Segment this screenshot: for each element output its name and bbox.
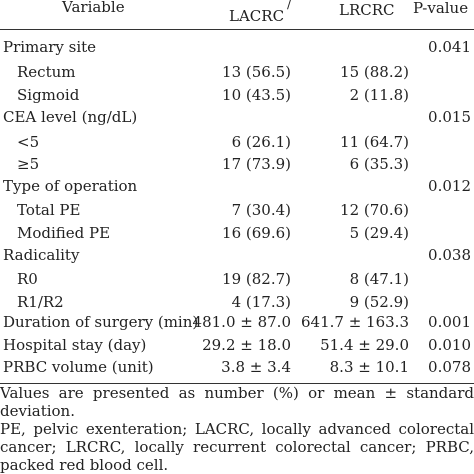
cell-lacrc: 4 (17.3) bbox=[231, 293, 291, 311]
header-group1-mark: / bbox=[287, 0, 292, 12]
cell-pvalue: 0.010 bbox=[428, 336, 471, 354]
cell-lrcrc: 2 (11.8) bbox=[349, 86, 409, 104]
cell-pvalue: 0.078 bbox=[428, 358, 471, 376]
row-label: Duration of surgery (min) bbox=[3, 313, 199, 331]
cell-lacrc: 19 (82.7) bbox=[222, 270, 291, 288]
cell-pvalue: 0.041 bbox=[428, 38, 471, 56]
row-label: Modified PE bbox=[17, 224, 111, 242]
cell-lacrc: 13 (56.5) bbox=[222, 63, 291, 81]
cell-lacrc: 17 (73.9) bbox=[222, 155, 291, 173]
cell-lacrc: 29.2 ± 18.0 bbox=[202, 336, 291, 354]
header-group2: LRCRC bbox=[339, 1, 395, 19]
bottom-rule bbox=[0, 383, 474, 384]
header-variable: Variable bbox=[62, 0, 125, 16]
row-label: ≥5 bbox=[17, 155, 40, 173]
cell-lrcrc: 5 (29.4) bbox=[349, 224, 409, 242]
row-label: Radicality bbox=[3, 246, 80, 264]
cell-lrcrc: 12 (70.6) bbox=[340, 201, 409, 219]
row-label: Sigmoid bbox=[17, 86, 80, 104]
cell-lrcrc: 9 (52.9) bbox=[349, 293, 409, 311]
table-note-abbreviations: PE, pelvic exenteration; LACRC, locally … bbox=[0, 420, 474, 474]
cell-lrcrc: 51.4 ± 29.0 bbox=[320, 336, 409, 354]
cell-pvalue: 0.001 bbox=[428, 313, 471, 331]
cell-lacrc: 6 (26.1) bbox=[231, 133, 291, 151]
row-label: Total PE bbox=[17, 201, 81, 219]
table-note-values: Values are presented as number (%) or me… bbox=[0, 384, 474, 420]
header-pvalue: P-value bbox=[413, 0, 469, 17]
cell-lacrc: 7 (30.4) bbox=[231, 201, 291, 219]
cell-lrcrc: 8 (47.1) bbox=[349, 270, 409, 288]
cell-pvalue: 0.015 bbox=[428, 108, 471, 126]
cell-lrcrc: 8.3 ± 10.1 bbox=[329, 358, 409, 376]
cell-lrcrc: 15 (88.2) bbox=[340, 63, 409, 81]
header-group1: LACRC bbox=[229, 7, 285, 25]
row-label: R1/R2 bbox=[17, 293, 64, 311]
row-label: Hospital stay (day) bbox=[3, 336, 147, 354]
row-label: <5 bbox=[17, 133, 40, 151]
cell-lacrc: 16 (69.6) bbox=[222, 224, 291, 242]
row-label: Type of operation bbox=[3, 177, 138, 195]
cell-lacrc: 3.8 ± 3.4 bbox=[221, 358, 291, 376]
cell-lacrc: 10 (43.5) bbox=[222, 86, 291, 104]
cell-lacrc: 481.0 ± 87.0 bbox=[192, 313, 291, 331]
row-label: Rectum bbox=[17, 63, 76, 81]
cell-lrcrc: 641.7 ± 163.3 bbox=[301, 313, 409, 331]
cell-pvalue: 0.038 bbox=[428, 246, 471, 264]
cell-lrcrc: 11 (64.7) bbox=[340, 133, 409, 151]
cell-lrcrc: 6 (35.3) bbox=[349, 155, 409, 173]
cell-pvalue: 0.012 bbox=[428, 177, 471, 195]
header-rule bbox=[0, 29, 474, 30]
row-label: R0 bbox=[17, 270, 38, 288]
row-label: CEA level (ng/dL) bbox=[3, 108, 138, 126]
row-label: Primary site bbox=[3, 38, 97, 56]
row-label: PRBC volume (unit) bbox=[3, 358, 154, 376]
